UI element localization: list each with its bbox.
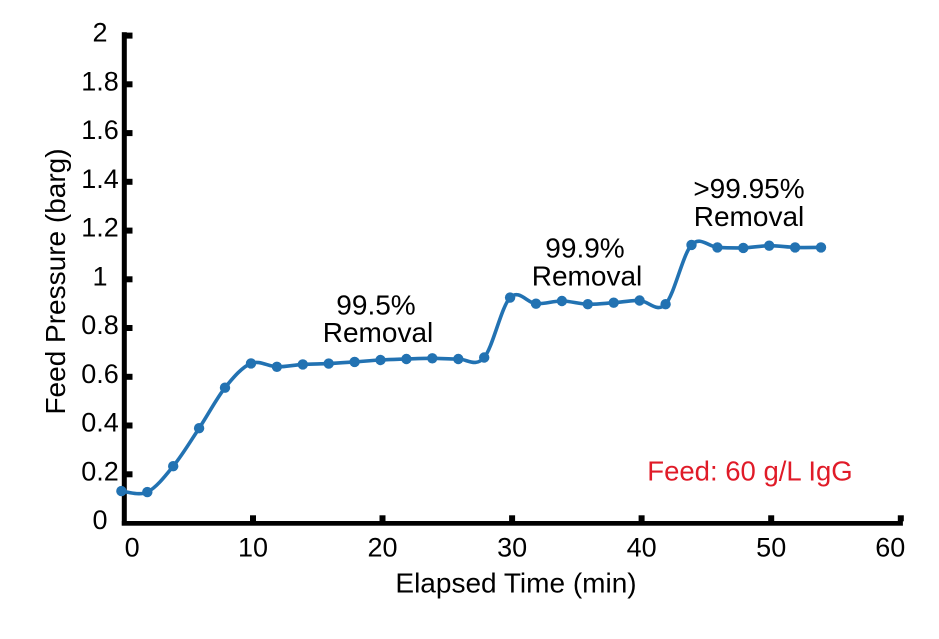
svg-text:Feed Pressure (barg): Feed Pressure (barg) (40, 148, 71, 414)
svg-text:60: 60 (875, 533, 905, 563)
svg-text:0.6: 0.6 (81, 359, 119, 389)
svg-text:Removal: Removal (532, 260, 642, 291)
svg-text:0.8: 0.8 (81, 310, 119, 340)
svg-text:10: 10 (238, 533, 268, 563)
svg-text:1.2: 1.2 (81, 213, 119, 243)
svg-text:0: 0 (92, 505, 107, 535)
svg-text:99.5%: 99.5% (336, 290, 415, 321)
svg-text:0.4: 0.4 (81, 408, 119, 438)
svg-text:30: 30 (497, 533, 527, 563)
svg-text:Removal: Removal (694, 201, 804, 232)
svg-text:1.4: 1.4 (81, 164, 119, 194)
svg-text:20: 20 (367, 533, 397, 563)
svg-text:0.2: 0.2 (81, 456, 119, 486)
svg-text:1.6: 1.6 (81, 115, 119, 145)
svg-text:Removal: Removal (323, 317, 433, 348)
svg-text:1: 1 (92, 261, 107, 291)
svg-text:50: 50 (756, 533, 786, 563)
svg-text:>99.95%: >99.95% (693, 173, 804, 204)
svg-text:Elapsed Time (min): Elapsed Time (min) (395, 568, 636, 599)
svg-text:99.9%: 99.9% (545, 233, 624, 264)
svg-text:1.8: 1.8 (81, 66, 119, 96)
svg-text:Feed: 60 g/L IgG: Feed: 60 g/L IgG (647, 455, 852, 486)
svg-text:2: 2 (92, 18, 107, 48)
svg-text:0: 0 (125, 533, 140, 563)
svg-text:40: 40 (627, 533, 657, 563)
